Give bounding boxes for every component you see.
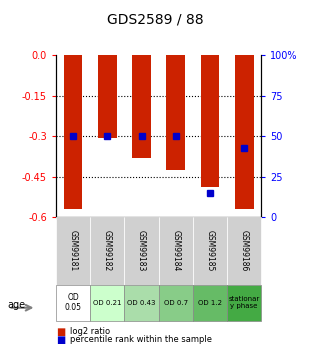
Bar xyxy=(98,55,117,138)
Text: GSM99185: GSM99185 xyxy=(206,230,214,272)
Text: OD 0.43: OD 0.43 xyxy=(127,300,156,306)
Text: percentile rank within the sample: percentile rank within the sample xyxy=(70,335,212,344)
Text: GSM99181: GSM99181 xyxy=(69,230,77,272)
Text: GSM99183: GSM99183 xyxy=(137,230,146,272)
Bar xyxy=(90,217,124,285)
Bar xyxy=(132,55,151,158)
Text: stationar
y phase: stationar y phase xyxy=(229,296,260,309)
Bar xyxy=(235,55,253,209)
Text: GSM99182: GSM99182 xyxy=(103,230,112,272)
Text: GDS2589 / 88: GDS2589 / 88 xyxy=(107,12,204,26)
Bar xyxy=(56,217,90,285)
Text: log2 ratio: log2 ratio xyxy=(70,327,110,336)
Text: GSM99184: GSM99184 xyxy=(171,230,180,272)
Bar xyxy=(201,55,219,187)
Bar xyxy=(124,217,159,285)
Text: OD
0.05: OD 0.05 xyxy=(65,293,81,313)
Text: ■: ■ xyxy=(56,335,65,345)
Bar xyxy=(166,55,185,170)
Bar xyxy=(227,285,261,321)
Bar xyxy=(193,285,227,321)
Text: OD 0.7: OD 0.7 xyxy=(164,300,188,306)
Text: ■: ■ xyxy=(56,327,65,337)
Bar xyxy=(64,55,82,209)
Bar xyxy=(159,285,193,321)
Text: GSM99186: GSM99186 xyxy=(240,230,248,272)
Bar xyxy=(56,285,90,321)
Bar xyxy=(227,217,261,285)
Text: OD 1.2: OD 1.2 xyxy=(198,300,222,306)
Text: age: age xyxy=(8,300,26,309)
Text: OD 0.21: OD 0.21 xyxy=(93,300,122,306)
Bar xyxy=(124,285,159,321)
Bar xyxy=(90,285,124,321)
Bar xyxy=(193,217,227,285)
Bar xyxy=(159,217,193,285)
